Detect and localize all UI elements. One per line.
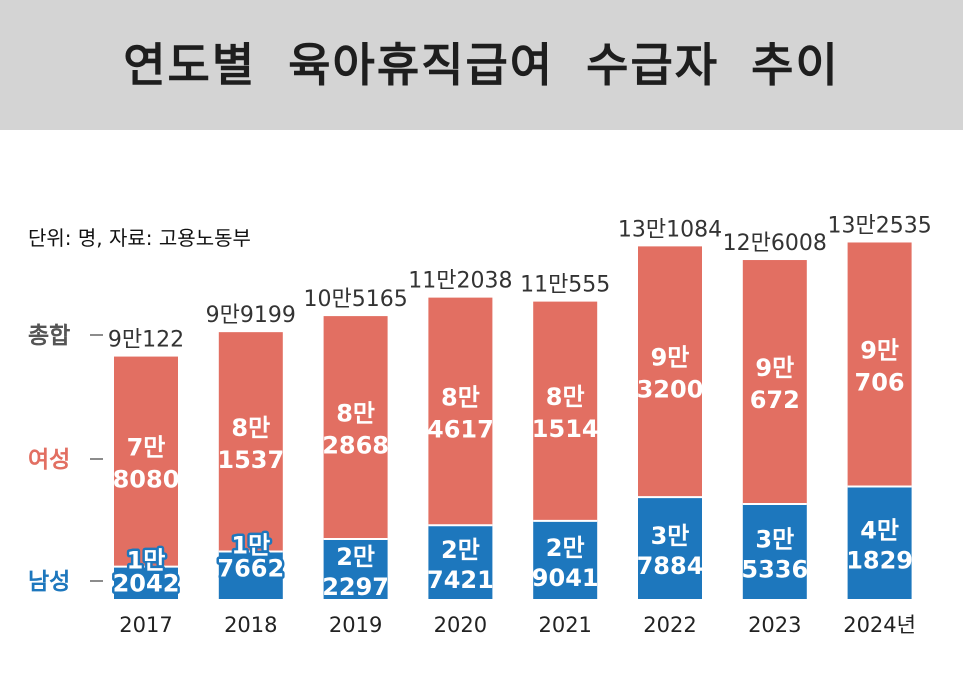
- bar-male: [323, 539, 388, 599]
- bar-female: [638, 246, 702, 498]
- year-label: 2023: [748, 613, 801, 637]
- year-label: 2022: [643, 613, 696, 637]
- female-label-line2: 4617: [427, 415, 494, 443]
- legend-female-label: 여성: [28, 447, 70, 473]
- female-label-line1: 8만: [441, 383, 480, 411]
- bar-female: [218, 332, 283, 552]
- bar-female: [114, 356, 178, 567]
- total-label: 9만9199: [206, 303, 296, 328]
- male-label-line2: 7662: [217, 554, 284, 582]
- year-label: 2020: [434, 613, 487, 637]
- year-label: 2017: [119, 613, 172, 637]
- bar-male: [218, 551, 283, 599]
- title-band: [0, 0, 963, 130]
- male-label-line1: 1만: [231, 531, 270, 559]
- female-label-line2: 2868: [322, 432, 389, 460]
- male-label-line1: 1만: [127, 547, 166, 575]
- male-label-line2: 7421: [427, 566, 494, 594]
- male-label-line1: 2만: [546, 534, 585, 562]
- female-label-line1: 9만: [651, 344, 690, 372]
- total-label: 11만555: [520, 273, 610, 298]
- bar-male: [533, 520, 598, 599]
- total-label: 13만2535: [827, 213, 931, 238]
- male-label-line2: 7884: [637, 552, 704, 580]
- female-label-line2: 672: [750, 386, 800, 414]
- bar-female: [533, 301, 598, 521]
- male-label-line2: 2042: [113, 570, 180, 598]
- female-label-line2: 3200: [637, 376, 704, 404]
- male-label-line1: 3만: [651, 522, 690, 550]
- bar-male: [114, 566, 178, 599]
- bar-male: [742, 503, 807, 599]
- male-label-line1: 2만: [441, 536, 480, 564]
- year-label: 2024년: [843, 613, 916, 637]
- total-label: 11만2038: [408, 269, 512, 294]
- male-label-line2: 2297: [322, 573, 389, 601]
- female-label-line2: 1537: [217, 446, 284, 474]
- bar-female: [428, 297, 493, 526]
- female-label-line1: 8만: [546, 383, 585, 411]
- male-label-line2: 9041: [532, 564, 599, 592]
- bar-female: [847, 242, 912, 487]
- male-label-line1: 3만: [755, 525, 794, 553]
- legend-total-label: 총합: [28, 323, 70, 349]
- year-label: 2018: [224, 613, 277, 637]
- chart-title: 연도별 육아휴직급여 수급자 추이: [123, 38, 840, 92]
- male-label-line2: 1829: [846, 547, 913, 575]
- male-label-line1: 4만: [860, 517, 899, 545]
- total-label: 13만1084: [618, 217, 722, 242]
- female-label-line1: 9만: [860, 336, 899, 364]
- labels: 9만1227만80801만204220179만91998만15371만76622…: [108, 213, 932, 637]
- total-label: 9만122: [108, 328, 184, 353]
- female-label-line1: 8만: [336, 400, 375, 428]
- female-label-line2: 1514: [532, 415, 599, 443]
- male-label-line1: 2만: [336, 543, 375, 571]
- female-label-line1: 8만: [231, 414, 270, 442]
- unit-note: 단위: 명, 자료: 고용노동부: [28, 226, 251, 250]
- bars: [114, 242, 912, 599]
- female-label-line2: 706: [855, 368, 905, 396]
- female-label-line1: 7만: [127, 434, 166, 462]
- legend-male-label: 남성: [28, 569, 70, 595]
- bar-male: [847, 486, 912, 599]
- bar-female: [742, 260, 807, 504]
- year-label: 2019: [329, 613, 382, 637]
- male-label-line2: 5336: [741, 555, 808, 583]
- bar-male: [428, 525, 493, 599]
- total-label: 10만5165: [303, 287, 407, 312]
- bar-male: [638, 497, 702, 599]
- year-label: 2021: [538, 613, 591, 637]
- bar-female: [323, 316, 388, 540]
- total-label: 12만6008: [723, 231, 827, 256]
- female-label-line2: 8080: [113, 466, 180, 494]
- female-label-line1: 9만: [755, 354, 794, 382]
